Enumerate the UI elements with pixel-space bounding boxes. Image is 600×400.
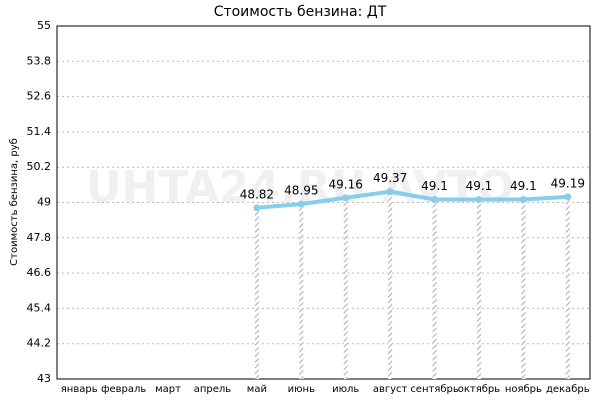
y-tick-label: 49 bbox=[37, 196, 51, 209]
point bbox=[297, 200, 305, 208]
chart-title: Стоимость бензина: ДТ bbox=[214, 4, 387, 20]
data-label: 49.16 bbox=[329, 177, 363, 191]
x-tick-label: май bbox=[247, 384, 267, 395]
point bbox=[342, 194, 350, 202]
point bbox=[475, 196, 483, 204]
x-tick-label: август bbox=[373, 384, 408, 395]
drop-line bbox=[476, 199, 481, 379]
y-tick-label: 53.8 bbox=[27, 54, 52, 67]
x-tick-label: ноябрь bbox=[505, 384, 542, 395]
x-tick-label: декабрь bbox=[546, 384, 590, 395]
drop-line bbox=[432, 199, 437, 379]
x-tick-label: июнь bbox=[288, 384, 315, 395]
drop-line bbox=[565, 196, 570, 379]
x-tick-label: январь bbox=[61, 384, 98, 395]
y-tick-label: 55 bbox=[37, 19, 51, 32]
x-tick-label: июль bbox=[332, 384, 359, 395]
x-tick-label: апрель bbox=[194, 384, 232, 395]
point bbox=[253, 204, 261, 212]
data-label: 49.1 bbox=[510, 179, 537, 193]
point bbox=[386, 188, 394, 196]
point bbox=[431, 196, 439, 204]
data-label: 49.1 bbox=[421, 179, 448, 193]
y-tick-label: 51.4 bbox=[27, 125, 52, 138]
y-tick-label: 46.6 bbox=[27, 266, 52, 279]
drop-line bbox=[343, 197, 348, 379]
drop-line bbox=[388, 191, 393, 379]
data-label: 49.1 bbox=[466, 179, 493, 193]
x-tick-label: октябрь bbox=[458, 384, 501, 395]
data-label: 48.82 bbox=[240, 187, 274, 201]
x-tick-label: сентябрь bbox=[410, 384, 459, 395]
y-axis-label: Стоимость бензина, руб bbox=[9, 138, 20, 266]
data-label: 48.95 bbox=[284, 183, 318, 197]
y-tick-label: 45.4 bbox=[27, 301, 52, 314]
x-tick-label: февраль bbox=[101, 384, 146, 395]
data-label: 49.19 bbox=[551, 176, 585, 190]
y-tick-label: 50.2 bbox=[27, 160, 52, 173]
y-tick-label: 44.2 bbox=[27, 337, 52, 350]
drop-line bbox=[254, 207, 259, 379]
point bbox=[564, 193, 572, 201]
plot-frame bbox=[56, 25, 591, 380]
series-line bbox=[256, 189, 568, 210]
y-tick-label: 47.8 bbox=[27, 231, 52, 244]
x-tick-label: март bbox=[155, 384, 181, 395]
y-tick-label: 52.6 bbox=[27, 90, 52, 103]
drop-line bbox=[521, 199, 526, 379]
point bbox=[519, 196, 527, 204]
y-tick-label: 43 bbox=[37, 372, 51, 385]
data-label: 49.37 bbox=[373, 171, 407, 185]
drop-line bbox=[299, 203, 304, 379]
